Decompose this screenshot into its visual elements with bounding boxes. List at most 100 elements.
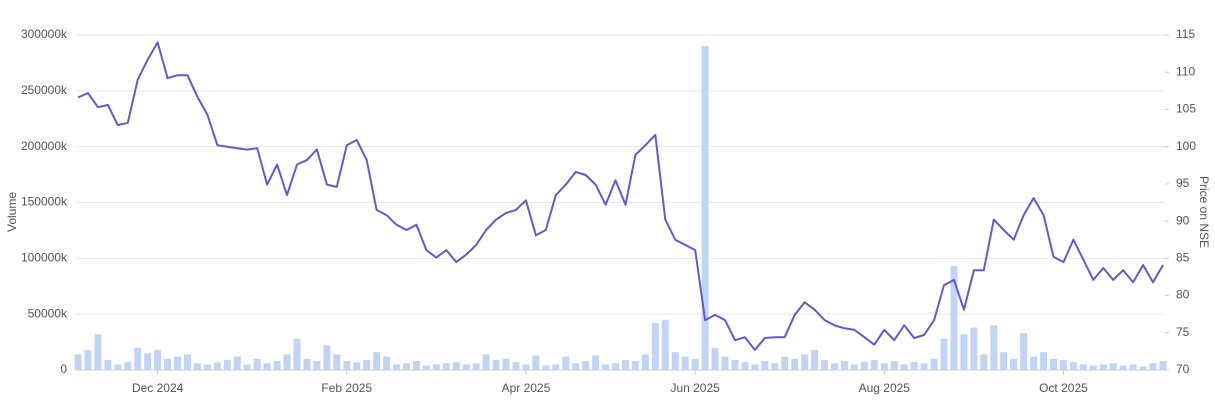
y2-axis-title: Price on NSE	[1197, 176, 1211, 248]
y-tick-label: 200000k	[21, 139, 68, 153]
volume-bar	[811, 349, 819, 370]
volume-bar	[84, 349, 92, 370]
volume-bar	[1119, 365, 1127, 370]
volume-bar	[134, 347, 142, 370]
volume-bar	[164, 358, 172, 370]
volume-bar	[94, 334, 102, 370]
volume-bar	[193, 363, 201, 370]
volume-bar	[711, 347, 719, 370]
volume-bar	[502, 358, 510, 370]
volume-bar	[940, 338, 948, 370]
y2-tick-label: 110	[1176, 64, 1195, 78]
volume-bar	[273, 361, 281, 370]
volume-bar	[154, 349, 162, 370]
volume-bar	[1139, 366, 1147, 370]
volume-bar	[860, 362, 868, 370]
volume-bar	[562, 356, 570, 370]
volume-bar	[353, 362, 361, 370]
volume-bar	[602, 364, 610, 370]
volume-bar	[980, 354, 988, 370]
volume-bar	[243, 364, 251, 370]
y-tick-label: 50000k	[28, 306, 68, 320]
volume-bar	[731, 359, 739, 370]
volume-bar	[1059, 359, 1067, 370]
y2-tick-label: 80	[1176, 288, 1190, 302]
volume-bar	[741, 362, 749, 370]
volume-bar	[701, 46, 709, 371]
volume-bar	[1109, 363, 1117, 370]
volume-bar	[383, 356, 391, 370]
y-tick-label: 100000k	[21, 251, 68, 265]
volume-bar	[920, 363, 928, 370]
volume-bar	[432, 364, 440, 370]
volume-bar	[990, 325, 998, 370]
volume-bar	[512, 362, 520, 370]
volume-bar	[641, 354, 649, 370]
volume-bar	[1159, 361, 1167, 370]
volume-bar	[313, 361, 321, 370]
y2-tick-label: 70	[1176, 362, 1190, 376]
volume-bar	[801, 354, 809, 370]
volume-bar	[870, 359, 878, 370]
y-tick-label: 300000k	[21, 27, 68, 41]
y2-tick-label: 85	[1176, 251, 1190, 265]
volume-bar	[462, 364, 470, 370]
volume-bar	[323, 345, 331, 370]
volume-bar	[771, 363, 779, 370]
volume-bar	[691, 358, 699, 370]
volume-bar	[213, 362, 221, 370]
volume-bar	[1030, 356, 1038, 370]
y-tick-label: 0	[60, 362, 67, 376]
volume-bar	[303, 358, 311, 370]
volume-bar	[452, 362, 460, 370]
volume-bar	[1089, 365, 1097, 370]
volume-bar	[1069, 362, 1077, 370]
volume-bar	[492, 359, 500, 370]
volume-bar	[1099, 364, 1107, 370]
volume-bar	[253, 358, 261, 370]
volume-bar	[910, 362, 918, 370]
volume-bar	[831, 363, 839, 370]
volume-bar	[612, 363, 620, 370]
volume-bar	[1149, 363, 1157, 370]
volume-bar	[104, 359, 112, 370]
volume-bar	[114, 364, 122, 370]
volume-bar	[582, 361, 590, 370]
volume-bar	[293, 338, 301, 370]
volume-bar	[532, 355, 540, 370]
x-tick-label: Oct 2025	[1039, 381, 1088, 395]
volume-bar	[263, 363, 271, 370]
volume-bar	[572, 363, 580, 370]
volume-bar	[1079, 364, 1087, 370]
volume-bar	[393, 364, 401, 370]
volume-bar	[681, 356, 689, 370]
volume-bar	[183, 354, 191, 370]
volume-bar	[761, 361, 769, 370]
volume-bar	[840, 361, 848, 370]
y-axis-title: Volume	[5, 192, 19, 232]
volume-bar	[930, 358, 938, 370]
volume-bar	[880, 363, 888, 370]
volume-bar	[1010, 358, 1018, 370]
volume-bar	[422, 365, 430, 370]
volume-bar	[791, 358, 799, 370]
volume-bar	[343, 361, 351, 370]
volume-bar	[592, 355, 600, 370]
volume-bar	[373, 352, 381, 370]
volume-bar	[900, 364, 908, 370]
volume-bar	[74, 354, 82, 370]
volume-bar	[333, 354, 341, 370]
volume-bar	[472, 363, 480, 370]
x-tick-label: Aug 2025	[859, 381, 911, 395]
volume-bar	[651, 323, 659, 370]
y2-tick-label: 100	[1176, 139, 1196, 153]
y-tick-label: 250000k	[21, 83, 68, 97]
volume-bar	[661, 319, 669, 370]
volume-bar	[442, 363, 450, 370]
volume-bar	[631, 361, 639, 370]
y2-tick-label: 115	[1176, 27, 1195, 41]
volume-bar	[721, 356, 729, 370]
volume-bar	[144, 353, 152, 370]
volume-bar	[1040, 352, 1048, 370]
